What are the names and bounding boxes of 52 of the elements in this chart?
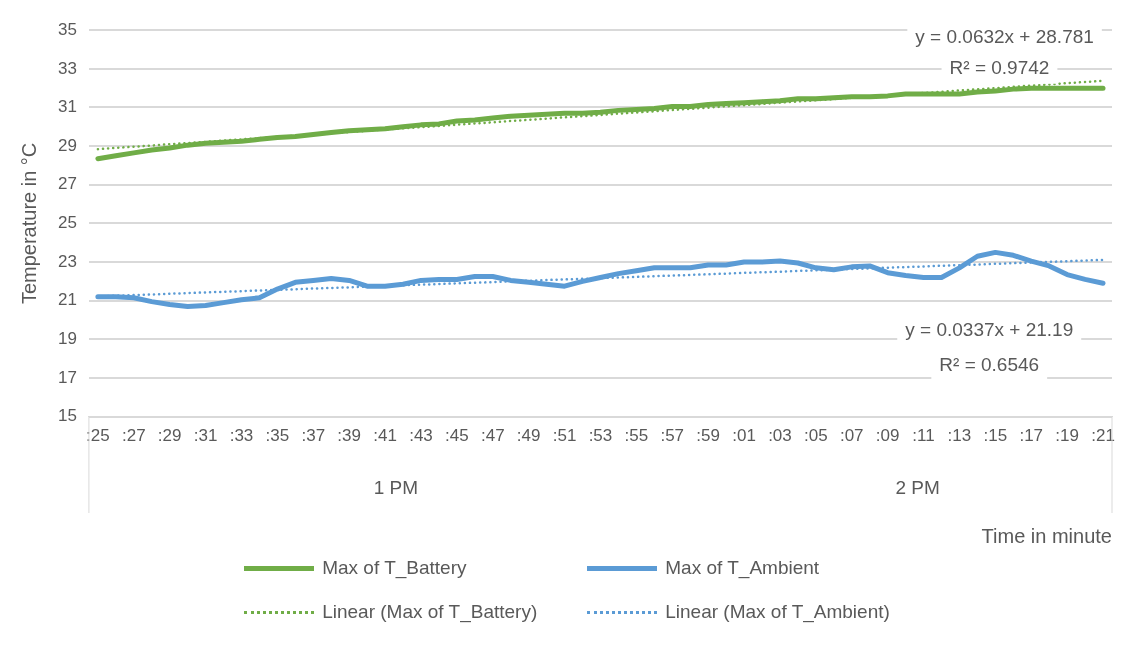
legend-label: Linear (Max of T_Ambient) bbox=[665, 601, 890, 623]
annotation: y = 0.0632x + 28.781 bbox=[915, 26, 1094, 48]
x-tick-label: :53 bbox=[588, 426, 613, 446]
y-tick-label: 27 bbox=[57, 174, 77, 194]
x-tick-label: :59 bbox=[696, 426, 720, 446]
y-tick-label: 29 bbox=[57, 135, 77, 155]
x-tick-label: :45 bbox=[445, 426, 469, 446]
x-tick-label: :19 bbox=[1055, 426, 1079, 446]
text: 1 PM bbox=[373, 476, 419, 498]
y-tick-label: 23 bbox=[57, 251, 77, 271]
x-tick-label: :33 bbox=[229, 426, 254, 446]
x-tick-label: :57 bbox=[660, 426, 685, 446]
legend-label: Max of T_Battery bbox=[322, 557, 467, 579]
x-tick-label: :35 bbox=[265, 426, 290, 446]
y-tick-label: 19 bbox=[57, 329, 77, 349]
y-tick-label: 31 bbox=[57, 97, 77, 117]
x-tick-label: :47 bbox=[480, 426, 505, 446]
x-tick-label: :09 bbox=[875, 426, 900, 446]
x-tick-label: :27 bbox=[121, 426, 146, 446]
x-tick-label: :15 bbox=[983, 426, 1008, 446]
x-tick-label: :43 bbox=[409, 426, 433, 446]
x-tick-label: :41 bbox=[373, 426, 397, 446]
x-tick-label: :13 bbox=[947, 426, 972, 446]
x-tick-label: :21 bbox=[1091, 426, 1115, 446]
legend-label: Max of T_Ambient bbox=[665, 557, 820, 579]
y-tick-label: 15 bbox=[57, 406, 77, 426]
x-tick-label: :17 bbox=[1019, 426, 1044, 446]
x-axis-title: Time in minute bbox=[981, 524, 1112, 547]
y-tick-label: 33 bbox=[57, 58, 77, 78]
x-tick-label: :07 bbox=[839, 426, 864, 446]
text: 2 PM bbox=[895, 476, 940, 498]
x-tick-label: :01 bbox=[732, 426, 756, 446]
x-tick-label: :31 bbox=[193, 426, 218, 446]
x-tick-label: :25 bbox=[86, 426, 110, 446]
x-tick-label: :49 bbox=[516, 426, 541, 446]
annotation: y = 0.0337x + 21.19 bbox=[905, 318, 1074, 340]
y-tick-label: 21 bbox=[57, 290, 77, 310]
x-tick-label: :51 bbox=[552, 426, 577, 446]
x-tick-label: :03 bbox=[768, 426, 792, 446]
x-tick-label: :29 bbox=[157, 426, 182, 446]
x-tick-label: :37 bbox=[301, 426, 326, 446]
x-tick-label: :05 bbox=[804, 426, 828, 446]
y-tick-label: 25 bbox=[57, 213, 77, 233]
y-tick-label: 35 bbox=[57, 19, 77, 39]
y-axis-title: Temperature in °C bbox=[17, 142, 40, 305]
y-tick-label: 17 bbox=[57, 367, 77, 387]
legend-label: Linear (Max of T_Battery) bbox=[322, 601, 538, 623]
annotation: R² = 0.9742 bbox=[949, 57, 1050, 79]
x-tick-label: :11 bbox=[912, 426, 935, 446]
x-tick-label: :55 bbox=[624, 426, 649, 446]
annotation: R² = 0.6546 bbox=[939, 353, 1040, 375]
x-tick-label: :39 bbox=[337, 426, 361, 446]
